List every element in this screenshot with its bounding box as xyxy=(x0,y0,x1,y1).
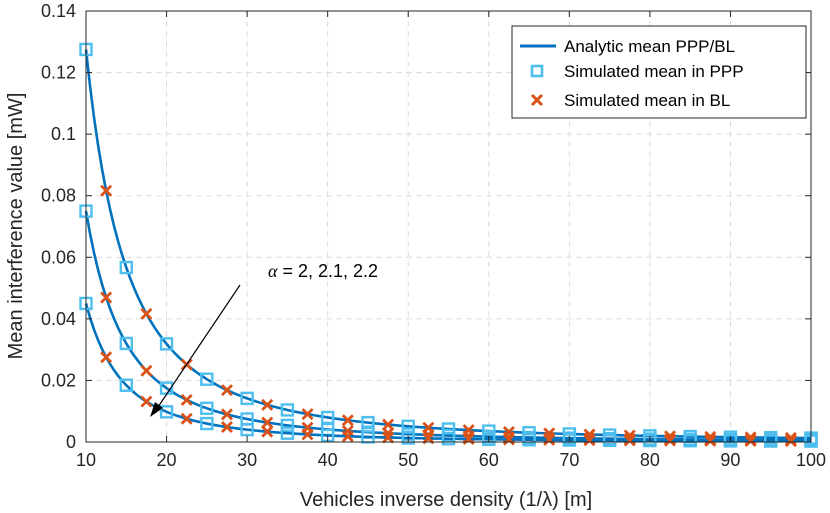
bl-marker xyxy=(261,425,274,438)
legend-box xyxy=(511,25,807,119)
ppp-marker xyxy=(119,336,133,351)
bl-marker xyxy=(502,433,515,446)
bl-marker xyxy=(301,428,314,441)
bl-marker xyxy=(100,291,113,304)
bl-marker xyxy=(664,434,677,447)
ppp-marker xyxy=(361,415,375,430)
x-tick-label: 10 xyxy=(76,450,96,470)
x-tick-label: 90 xyxy=(720,450,740,470)
bl-marker xyxy=(100,351,113,364)
bl-marker xyxy=(220,384,233,397)
legend-ppp-marker xyxy=(530,64,544,78)
grid xyxy=(86,11,811,442)
plot-frame xyxy=(85,10,812,443)
bl-marker xyxy=(382,431,395,444)
x-tick-label: 60 xyxy=(479,450,499,470)
ppp-marker xyxy=(240,422,254,437)
bl-marker xyxy=(180,412,193,425)
legend-analytic-label: Analytic mean PPP/BL xyxy=(564,37,735,56)
ppp-marker xyxy=(280,418,295,433)
ppp-marker xyxy=(200,401,214,415)
legend-bl-marker xyxy=(530,93,544,107)
ppp-marker xyxy=(522,433,536,447)
bl-marker xyxy=(100,184,113,197)
bl-marker xyxy=(220,408,233,421)
ppp-marker xyxy=(562,433,577,447)
ppp-marker xyxy=(159,337,174,351)
x-tick-label: 100 xyxy=(796,450,826,470)
x-axis-label: Vehicles inverse density (1/λ) [m] xyxy=(300,489,592,511)
bl-marker xyxy=(140,364,153,377)
axes xyxy=(85,10,812,443)
y-tick-label: 0.12 xyxy=(41,63,76,83)
alpha-values: = 2, 2.1, 2.2 xyxy=(277,261,378,281)
analytic-line-alpha-2.1 xyxy=(84,210,812,442)
bl-marker xyxy=(784,435,797,448)
x-tick-label: 30 xyxy=(237,450,257,470)
legend-bl-label: Simulated mean in BL xyxy=(564,91,730,110)
ppp-marker xyxy=(159,405,174,419)
ppp-marker xyxy=(280,426,295,440)
annotation-arrowhead xyxy=(150,402,163,417)
bl-marker xyxy=(301,408,314,421)
bl-marker xyxy=(704,434,717,447)
ppp-marker xyxy=(200,372,214,386)
y-tick-label: 0.14 xyxy=(41,1,76,21)
annotation-text: α = 2, 2.1, 2.2 xyxy=(268,261,378,281)
bl-marker xyxy=(341,414,354,427)
ppp-marker xyxy=(200,416,214,431)
ppp-marker xyxy=(240,391,254,406)
ppp-marker xyxy=(119,260,133,275)
bl-marker xyxy=(140,395,153,408)
y-tick-label: 0.02 xyxy=(41,370,76,390)
ppp-marker xyxy=(683,434,697,448)
ppp-marker xyxy=(723,434,738,448)
y-axis-label: Mean interference value [mW] xyxy=(5,93,27,360)
y-tick-label: 0.04 xyxy=(41,309,76,329)
ppp-marker xyxy=(441,432,456,446)
bl-marker xyxy=(583,434,596,447)
series xyxy=(79,42,818,448)
ppp-marker xyxy=(401,431,415,445)
ppp-marker xyxy=(482,432,496,447)
ppp-marker xyxy=(643,433,657,448)
bl-marker xyxy=(140,307,153,320)
x-tick-label: 50 xyxy=(398,450,418,470)
x-tick-label: 70 xyxy=(559,450,579,470)
alpha-annotation: α = 2, 2.1, 2.2 xyxy=(150,261,378,417)
bl-marker xyxy=(341,430,354,443)
legend-ppp-label: Simulated mean in PPP xyxy=(564,62,744,81)
bl-marker xyxy=(543,433,556,446)
bl-marker xyxy=(180,393,193,406)
ppp-marker xyxy=(119,378,133,392)
y-tick-label: 0 xyxy=(66,432,76,452)
x-tick-label: 80 xyxy=(640,450,660,470)
legend: Analytic mean PPP/BL Simulated mean in P… xyxy=(511,25,807,119)
x-tick-label: 20 xyxy=(157,450,177,470)
y-tick-label: 0.06 xyxy=(41,247,76,267)
ppp-marker xyxy=(602,433,617,448)
y-tick-label: 0.1 xyxy=(51,124,76,144)
bl-marker xyxy=(261,416,274,429)
analytic-line-alpha-2.2 xyxy=(84,303,812,443)
ppp-marker xyxy=(280,403,295,417)
x-tick-label: 40 xyxy=(318,450,338,470)
alpha-symbol: α xyxy=(268,261,278,281)
bl-marker xyxy=(220,421,233,434)
ppp-marker xyxy=(764,434,778,448)
tick-labels: 10 20 30 40 50 60 70 80 90 100 0 0.02 0.04 0.06 0.08 0.… xyxy=(41,1,826,470)
annotation-arrow-line xyxy=(155,284,241,411)
bl-marker xyxy=(261,398,274,411)
bl-marker xyxy=(623,434,636,447)
bl-marker xyxy=(744,434,757,447)
y-tick-label: 0.08 xyxy=(41,186,76,206)
